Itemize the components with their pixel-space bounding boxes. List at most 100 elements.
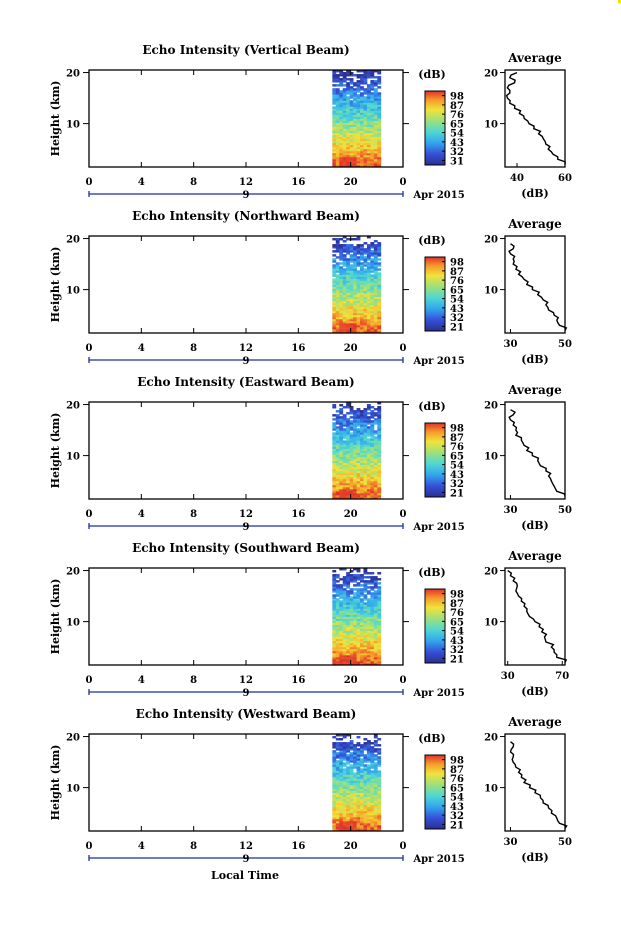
- heatmap-cell: [335, 620, 340, 623]
- heatmap-cell: [360, 276, 364, 279]
- heatmap-cell: [349, 328, 354, 332]
- heatmap-cell: [360, 128, 364, 132]
- heatmap-cell: [370, 626, 375, 630]
- heatmap-cell: [349, 770, 354, 773]
- heatmap-cell: [370, 142, 375, 146]
- heatmap-cell: [356, 592, 361, 595]
- heatmap-cell: [353, 422, 357, 425]
- heatmap-cell: [356, 466, 361, 470]
- heatmap-cell: [339, 250, 344, 253]
- panel-title: Echo Intensity (Vertical Beam): [142, 43, 349, 57]
- profile-x-label: (dB): [521, 187, 548, 200]
- heatmap-cell: [353, 298, 357, 302]
- heatmap-cell: [342, 742, 347, 745]
- heatmap-cell: [346, 820, 351, 824]
- heatmap-cell: [363, 250, 368, 253]
- x-tick-label: 12: [239, 343, 253, 354]
- y-tick-label: 20: [66, 235, 80, 246]
- heatmap-cell: [353, 292, 357, 295]
- heatmap-cell: [370, 126, 375, 129]
- heatmap-cell: [342, 478, 347, 482]
- heatmap-cell: [332, 136, 337, 140]
- heatmap-cell: [363, 568, 368, 571]
- heatmap-cell: [335, 660, 340, 664]
- heatmap-cell: [366, 304, 371, 308]
- heatmap-cell: [349, 244, 354, 247]
- heatmap-cell: [377, 650, 382, 654]
- heatmap-cell: [342, 620, 347, 623]
- heatmap-cell: [339, 294, 344, 298]
- heatmap-cell: [353, 608, 357, 611]
- heatmap-cell: [342, 778, 347, 781]
- heatmap-cell: [363, 446, 368, 449]
- heatmap-cell: [339, 416, 344, 419]
- heatmap-cell: [366, 420, 371, 423]
- heatmap-cell: [377, 308, 382, 312]
- heatmap-cell: [373, 120, 378, 123]
- heatmap-cell: [335, 776, 340, 779]
- heatmap-cell: [342, 110, 347, 113]
- heatmap-cell: [332, 150, 337, 154]
- heatmap-cell: [373, 82, 378, 85]
- heatmap-cell: [332, 74, 337, 77]
- heatmap-cell: [360, 606, 364, 609]
- heatmap-cell: [366, 802, 371, 806]
- heatmap-cell: [356, 594, 361, 597]
- heatmap-cell: [346, 780, 351, 783]
- heatmap-cell: [342, 468, 347, 472]
- heatmap-cell: [363, 584, 368, 587]
- heatmap-cell: [377, 252, 382, 255]
- heatmap-cell: [349, 464, 354, 468]
- heatmap-cell: [366, 120, 371, 123]
- heatmap-cell: [346, 126, 351, 129]
- heatmap-cell: [370, 130, 375, 134]
- heatmap-cell: [360, 106, 364, 109]
- heatmap-cell: [363, 102, 368, 105]
- heatmap-cell: [377, 586, 382, 589]
- heatmap-cell: [342, 416, 347, 419]
- heatmap-cell: [335, 778, 340, 781]
- heatmap-cell: [373, 260, 378, 263]
- heatmap-cell: [339, 432, 344, 435]
- heatmap-cell: [370, 490, 375, 494]
- heatmap-cell: [377, 134, 382, 138]
- heatmap-cell: [366, 152, 371, 156]
- heatmap-cell: [332, 794, 337, 798]
- x-tick-label: 20: [344, 841, 358, 852]
- heatmap-cell: [366, 100, 371, 103]
- heatmap-cell: [332, 158, 337, 162]
- heatmap-cell: [349, 776, 354, 779]
- heatmap-cell: [349, 766, 354, 769]
- heatmap-cell: [346, 770, 351, 773]
- heatmap-cell: [370, 812, 375, 816]
- x-tick-label: 4: [138, 509, 145, 520]
- heatmap-cell: [377, 600, 382, 603]
- heatmap-cell: [335, 328, 340, 332]
- heatmap-cell: [339, 654, 344, 658]
- heatmap-cell: [332, 246, 337, 249]
- heatmap-cell: [373, 110, 378, 113]
- heatmap-cell: [335, 314, 340, 318]
- heatmap-cell: [356, 128, 361, 132]
- heatmap-cell: [377, 744, 382, 747]
- heatmap-cell: [373, 290, 378, 293]
- heatmap-cell: [373, 158, 378, 162]
- heatmap-cell: [356, 660, 361, 664]
- heatmap-cell: [335, 744, 340, 747]
- heatmap-cell: [370, 652, 375, 656]
- heatmap-cell: [363, 98, 368, 101]
- heatmap-cell: [339, 738, 344, 741]
- heatmap-cell: [339, 814, 344, 818]
- heatmap-cell: [377, 284, 382, 287]
- heatmap-cell: [363, 464, 368, 468]
- heatmap-cell: [366, 650, 371, 654]
- heatmap-cell: [360, 104, 364, 107]
- heatmap-cell: [370, 804, 375, 808]
- heatmap-cell: [373, 610, 378, 613]
- heatmap-cell: [342, 430, 347, 433]
- heatmap-cell: [346, 656, 351, 660]
- heatmap-cell: [366, 754, 371, 757]
- heatmap-cell: [356, 618, 361, 621]
- heatmap-cell: [335, 476, 340, 480]
- heatmap-cell: [335, 738, 340, 741]
